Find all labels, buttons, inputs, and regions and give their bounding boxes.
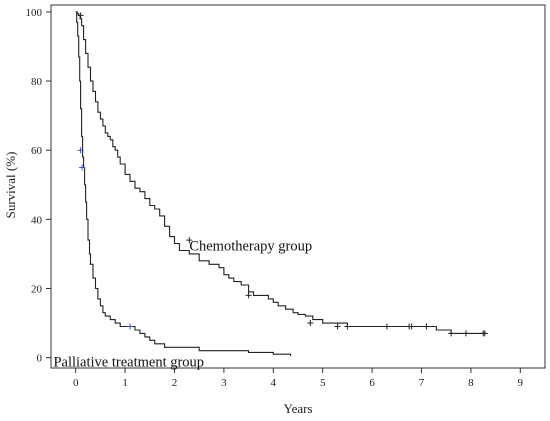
y-tick-label: 100 bbox=[26, 7, 43, 19]
series-layer bbox=[75, 11, 488, 356]
censor-mark bbox=[127, 323, 134, 330]
plot-frame bbox=[50, 4, 546, 369]
censor-mark bbox=[408, 323, 415, 330]
x-tick-label: 7 bbox=[419, 377, 425, 389]
censor-mark bbox=[448, 330, 455, 337]
x-tick-label: 3 bbox=[221, 377, 227, 389]
censor-mark bbox=[481, 330, 488, 337]
censor-mark bbox=[423, 323, 430, 330]
censor-mark bbox=[307, 320, 314, 327]
series-line-chemotherapy-group bbox=[75, 11, 486, 334]
censor-mark bbox=[79, 164, 86, 171]
censor-mark bbox=[186, 237, 193, 244]
censor-mark bbox=[77, 147, 84, 154]
censor-mark bbox=[245, 292, 252, 299]
censor-mark bbox=[334, 323, 341, 330]
x-tick-label: 1 bbox=[122, 377, 128, 389]
x-axis-ticks: 0 1 2 3 4 5 6 7 8 9 bbox=[73, 368, 524, 389]
x-tick-label: 6 bbox=[369, 377, 375, 389]
series-annotation: Chemotherapy group bbox=[189, 238, 312, 254]
x-tick-label: 9 bbox=[518, 377, 524, 389]
x-tick-label: 2 bbox=[172, 377, 178, 389]
y-tick-label: 20 bbox=[31, 283, 43, 295]
censor-mark bbox=[462, 330, 469, 337]
censor-mark bbox=[383, 323, 390, 330]
y-tick-label: 0 bbox=[37, 353, 43, 365]
annotation-layer: Chemotherapy group Palliative treatment g… bbox=[53, 238, 312, 370]
x-tick-label: 0 bbox=[73, 377, 79, 389]
x-tick-label: 5 bbox=[320, 377, 326, 389]
y-axis-ticks: 0 20 40 60 80 100 bbox=[26, 7, 51, 365]
y-axis-title: Survival (%) bbox=[3, 152, 18, 219]
y-tick-label: 80 bbox=[31, 76, 43, 88]
x-tick-label: 4 bbox=[271, 377, 277, 389]
censor-mark bbox=[77, 12, 84, 19]
y-tick-label: 40 bbox=[31, 214, 43, 226]
censor-mark bbox=[344, 323, 351, 330]
series-line-palliative-treatment-group bbox=[75, 11, 292, 356]
y-tick-label: 60 bbox=[31, 145, 43, 157]
series-annotation: Palliative treatment group bbox=[53, 354, 204, 370]
x-axis-title: Years bbox=[283, 401, 312, 416]
x-tick-label: 8 bbox=[468, 377, 474, 389]
